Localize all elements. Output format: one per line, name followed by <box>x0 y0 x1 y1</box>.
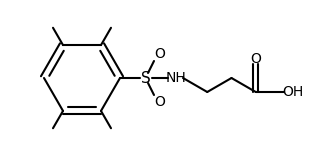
Text: O: O <box>155 95 165 109</box>
Text: S: S <box>141 71 151 85</box>
Text: OH: OH <box>282 85 303 99</box>
Text: O: O <box>250 52 261 66</box>
Text: NH: NH <box>166 71 186 85</box>
Text: O: O <box>155 47 165 61</box>
